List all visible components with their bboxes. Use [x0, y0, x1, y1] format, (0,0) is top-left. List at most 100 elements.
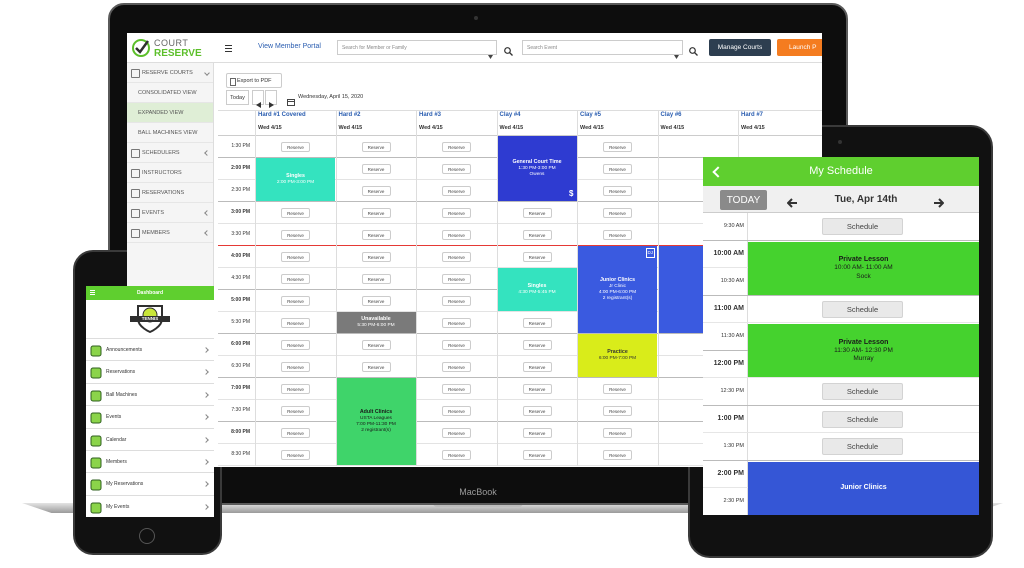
export-button[interactable]: Export to PDF: [226, 73, 282, 88]
reserve-button[interactable]: Reserve: [522, 428, 552, 438]
reserve-button[interactable]: Reserve: [603, 164, 632, 174]
reserve-button[interactable]: Reserve: [361, 252, 391, 262]
event-block[interactable]: Junior Clinics Jr Clinic 4:00 PM-6:00 PM 2 …: [578, 246, 657, 333]
reserve-button[interactable]: Reserve: [442, 186, 471, 196]
reserve-button[interactable]: Reserve: [522, 318, 552, 328]
sidebar-item[interactable]: BALL MACHINES VIEW: [127, 123, 213, 143]
member-search[interactable]: Search for Member or Family: [337, 40, 497, 59]
phone-menu-item[interactable]: Calendar: [86, 427, 214, 450]
reserve-button[interactable]: Reserve: [442, 318, 471, 328]
reserve-button[interactable]: Reserve: [442, 450, 471, 460]
phone-menu-item[interactable]: Members: [86, 450, 214, 472]
reserve-button[interactable]: Reserve: [361, 208, 391, 218]
reserve-button[interactable]: Reserve: [281, 384, 310, 394]
event-block[interactable]: Adult Clinics USTA Leagues 7:00 PM-11:30 P…: [336, 378, 416, 465]
sidebar-item[interactable]: RESERVATIONS: [127, 183, 213, 203]
reserve-button[interactable]: Reserve: [522, 406, 552, 416]
reserve-button[interactable]: Reserve: [522, 362, 552, 372]
reserve-button[interactable]: Reserve: [442, 274, 471, 284]
reserve-button[interactable]: Reserve: [281, 230, 310, 240]
reserve-button[interactable]: Reserve: [281, 362, 310, 372]
nav-arrow-button[interactable]: [265, 90, 277, 108]
reserve-button[interactable]: Reserve: [603, 230, 632, 240]
reserve-button[interactable]: Reserve: [281, 208, 310, 218]
reserve-button[interactable]: Reserve: [281, 296, 310, 306]
sidebar-item[interactable]: RESERVE COURTS: [127, 63, 213, 83]
launch-button[interactable]: Launch P: [777, 39, 822, 56]
reserve-button[interactable]: Reserve: [522, 384, 552, 394]
reserve-button[interactable]: Reserve: [361, 274, 391, 284]
phone-menu-item[interactable]: Ball Machines: [86, 382, 214, 405]
sidebar-item[interactable]: EVENTS: [127, 203, 213, 223]
event-search[interactable]: Search Event: [522, 40, 683, 59]
reserve-button[interactable]: Reserve: [281, 142, 310, 152]
today-button[interactable]: TODAY: [720, 190, 767, 210]
reserve-button[interactable]: Reserve: [603, 142, 632, 152]
event-block[interactable]: Singles 4:30 PM-5:45 PM: [497, 268, 577, 311]
sidebar-item[interactable]: CONSOLIDATED VIEW: [127, 83, 213, 103]
reserve-button[interactable]: Reserve: [281, 252, 310, 262]
reserve-button[interactable]: Reserve: [522, 208, 552, 218]
schedule-button[interactable]: Schedule: [822, 218, 903, 235]
schedule-button[interactable]: Schedule: [822, 410, 903, 428]
reserve-button[interactable]: Reserve: [361, 230, 391, 240]
event-block[interactable]: Unavailable 5:30 PM-6:00 PM: [336, 312, 416, 333]
phone-menu-item[interactable]: Reservations: [86, 360, 214, 382]
reserve-button[interactable]: Reserve: [603, 450, 632, 460]
reserve-button[interactable]: Reserve: [442, 428, 471, 438]
reserve-button[interactable]: Reserve: [522, 450, 552, 460]
reserve-button[interactable]: Reserve: [442, 230, 471, 240]
reserve-button[interactable]: Reserve: [603, 186, 632, 196]
schedule-button[interactable]: Schedule: [822, 383, 903, 400]
reserve-button[interactable]: Reserve: [361, 362, 391, 372]
reserve-button[interactable]: Reserve: [281, 340, 310, 350]
phone-home-button[interactable]: [139, 528, 155, 544]
reserve-button[interactable]: Reserve: [442, 208, 471, 218]
reserve-button[interactable]: Reserve: [361, 142, 391, 152]
schedule-event[interactable]: Junior Clinics: [748, 461, 979, 515]
sidebar-item[interactable]: INSTRUCTORS: [127, 163, 213, 183]
reserve-button[interactable]: Reserve: [281, 274, 310, 284]
reserve-button[interactable]: Reserve: [522, 230, 552, 240]
reserve-button[interactable]: Reserve: [442, 164, 471, 174]
reserve-button[interactable]: Reserve: [442, 296, 471, 306]
event-block[interactable]: Practice 6:00 PM-7:00 PM: [578, 334, 657, 377]
reserve-button[interactable]: Reserve: [442, 340, 471, 350]
schedule-button[interactable]: Schedule: [822, 438, 903, 455]
reserve-button[interactable]: Reserve: [361, 164, 391, 174]
reserve-button[interactable]: Reserve: [361, 296, 391, 306]
nav-arrow-button[interactable]: [252, 90, 264, 108]
reserve-button[interactable]: Reserve: [522, 340, 552, 350]
schedule-event[interactable]: Private Lesson 10:00 AM- 11:00 AM Sock: [748, 241, 979, 295]
phone-menu-item[interactable]: My Events: [86, 494, 214, 517]
sidebar-item[interactable]: SCHEDULERS: [127, 143, 213, 163]
reserve-button[interactable]: Reserve: [603, 428, 632, 438]
reserve-button[interactable]: Reserve: [281, 428, 310, 438]
phone-menu-item[interactable]: Announcements: [86, 338, 214, 360]
reserve-button[interactable]: Reserve: [442, 384, 471, 394]
today-button[interactable]: Today: [226, 90, 249, 105]
reserve-button[interactable]: Reserve: [442, 362, 471, 372]
reserve-button[interactable]: Reserve: [281, 406, 310, 416]
reserve-button[interactable]: Reserve: [603, 208, 632, 218]
sidebar-item[interactable]: MEMBERS: [127, 223, 213, 243]
reserve-button[interactable]: Reserve: [281, 318, 310, 328]
sidebar-item[interactable]: EXPANDED VIEW: [127, 103, 213, 123]
reserve-button[interactable]: Reserve: [603, 384, 632, 394]
reserve-button[interactable]: Reserve: [361, 340, 391, 350]
member-portal-link[interactable]: View Member Portal: [258, 43, 321, 50]
reserve-button[interactable]: Reserve: [442, 142, 471, 152]
schedule-event[interactable]: Private Lesson 11:30 AM- 12:30 PM Murray: [748, 324, 979, 377]
schedule-button[interactable]: Schedule: [822, 300, 903, 318]
event-block[interactable]: General Court Time 1:30 PM-3:00 PM Owens $: [497, 136, 577, 201]
reserve-button[interactable]: Reserve: [442, 406, 471, 416]
phone-menu-item[interactable]: Events: [86, 405, 214, 427]
event-block[interactable]: Singles 2:00 PM-3:00 PM: [256, 158, 335, 201]
reserve-button[interactable]: Reserve: [361, 186, 391, 196]
reserve-button[interactable]: Reserve: [603, 406, 632, 416]
manage-courts-button[interactable]: Manage Courts: [709, 39, 771, 56]
phone-menu-item[interactable]: My Reservations: [86, 472, 214, 494]
reserve-button[interactable]: Reserve: [522, 252, 552, 262]
reserve-button[interactable]: Reserve: [442, 252, 471, 262]
reserve-button[interactable]: Reserve: [281, 450, 310, 460]
